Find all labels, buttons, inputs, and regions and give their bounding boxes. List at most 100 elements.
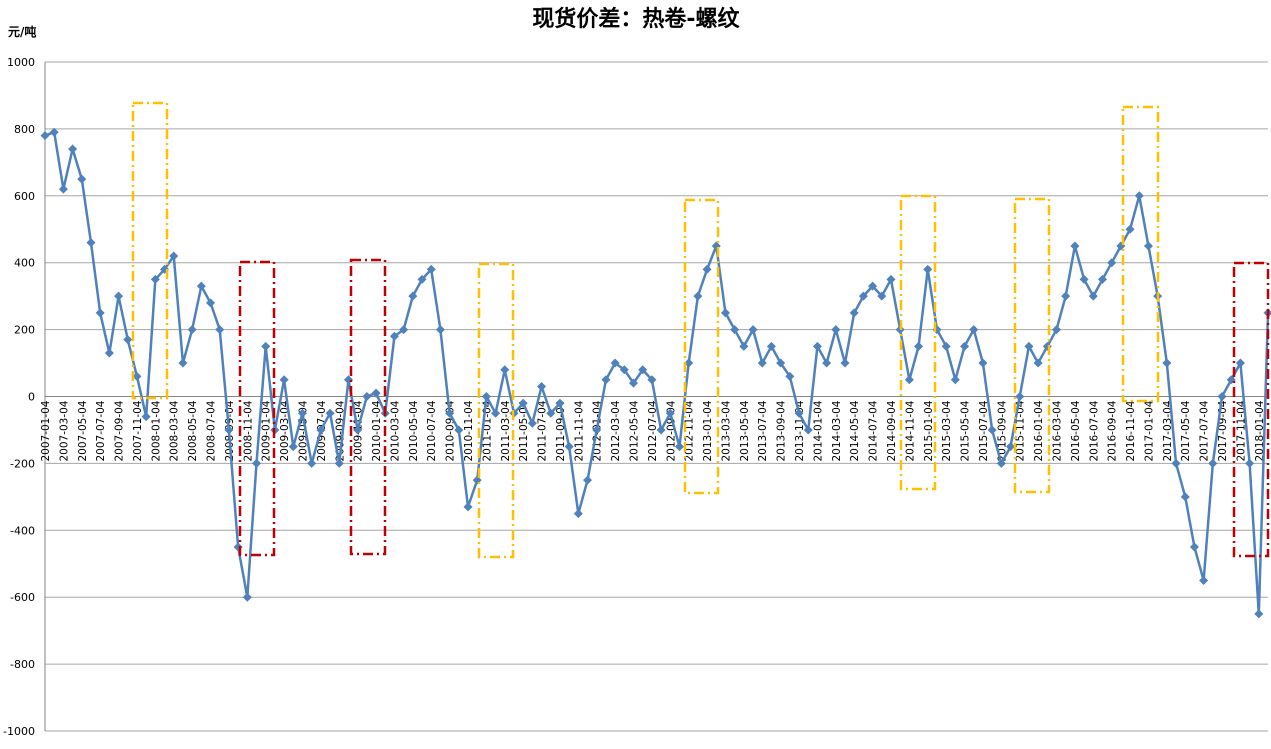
data-point — [702, 264, 712, 274]
data-point — [68, 144, 78, 154]
data-point — [187, 325, 197, 335]
y-tick-label: 600 — [14, 190, 35, 203]
x-tick-label: 2014-01-04 — [812, 400, 824, 461]
x-tick-label: 2010-11-04 — [463, 400, 475, 461]
data-point — [417, 274, 427, 284]
data-point — [978, 358, 988, 368]
highlight-box — [1121, 105, 1160, 403]
x-tick-label: 2016-03-04 — [1052, 400, 1064, 461]
x-tick-label: 2007-05-04 — [77, 400, 89, 461]
data-point — [132, 371, 142, 381]
x-tick-label: 2017-09-04 — [1217, 400, 1229, 461]
data-point — [969, 325, 979, 335]
x-tick-label: 2009-05-04 — [297, 400, 309, 461]
data-point — [1107, 258, 1117, 268]
data-point — [1079, 274, 1089, 284]
data-point — [1006, 442, 1016, 452]
data-point — [500, 365, 510, 375]
x-tick-label: 2011-09-04 — [555, 400, 567, 461]
x-tick-label: 2017-01-04 — [1143, 400, 1155, 461]
data-point — [169, 251, 179, 261]
x-tick-label: 2016-11-04 — [1125, 400, 1137, 461]
data-point — [1217, 392, 1227, 401]
data-point — [1070, 241, 1080, 251]
y-tick-label: -1000 — [3, 725, 35, 738]
plot-area: -1000 -800 -600 -400 -200 0 200 400 600 800 1000 20… — [3, 56, 1271, 738]
highlight-box — [131, 101, 169, 400]
y-tick-label: 400 — [14, 257, 35, 270]
data-point — [215, 325, 225, 335]
data-point — [1180, 492, 1190, 502]
x-tick-label: 2008-03-04 — [169, 400, 181, 461]
data-point — [233, 542, 243, 552]
x-tick-label: 2008-05-04 — [187, 400, 199, 461]
data-point — [454, 425, 464, 435]
data-point — [242, 592, 252, 602]
data-point — [224, 425, 234, 435]
data-point — [1015, 392, 1025, 401]
data-point — [665, 408, 675, 418]
data-point — [720, 308, 730, 318]
data-point — [1024, 341, 1034, 351]
data-point — [1143, 241, 1153, 251]
data-point — [711, 241, 721, 251]
data-point — [757, 358, 767, 368]
data-point — [610, 358, 620, 368]
data-point — [49, 127, 59, 137]
data-point — [95, 308, 105, 318]
data-point — [445, 408, 455, 418]
data-point — [408, 291, 418, 301]
data-point — [518, 398, 528, 408]
x-tick-label: 2014-05-04 — [849, 400, 861, 461]
data-point — [748, 325, 758, 335]
data-point — [904, 375, 914, 385]
data-point — [1245, 458, 1255, 468]
data-point — [399, 325, 409, 335]
x-tick-label: 2014-09-04 — [886, 400, 898, 461]
x-tick-label: 2015-07-04 — [978, 400, 990, 461]
highlight-box — [238, 260, 276, 557]
y-tick-label: 0 — [28, 391, 35, 404]
data-line — [44, 130, 1270, 615]
data-point — [104, 348, 114, 358]
data-point — [389, 331, 399, 341]
data-point — [914, 341, 924, 351]
data-point — [1061, 291, 1071, 301]
data-point — [941, 341, 951, 351]
x-tick-label: 2015-03-04 — [941, 400, 953, 461]
data-point — [785, 371, 795, 381]
x-tick-label: 2012-05-04 — [629, 400, 641, 461]
data-point — [923, 264, 933, 274]
data-point — [463, 502, 473, 512]
y-axis-label: 元/吨 — [8, 24, 36, 39]
data-point — [822, 358, 832, 368]
data-point — [123, 335, 133, 345]
data-point — [472, 475, 482, 485]
x-tick-label: 2010-05-04 — [408, 400, 420, 461]
x-tick-label: 2008-11-04 — [242, 400, 254, 461]
data-point — [656, 425, 666, 435]
data-point — [960, 341, 970, 351]
data-point — [1199, 575, 1209, 585]
data-point — [261, 341, 271, 351]
highlight-box — [683, 198, 720, 495]
x-tick-label: 2011-07-04 — [537, 400, 549, 461]
data-point — [371, 388, 381, 398]
y-tick-label: 800 — [14, 123, 35, 136]
x-tick-label: 2014-11-04 — [904, 400, 916, 461]
chart-title: 现货价差：热卷-螺纹 — [532, 6, 740, 32]
data-point — [868, 281, 878, 291]
data-point — [996, 458, 1006, 468]
data-point — [150, 274, 160, 284]
highlight-box — [477, 262, 515, 559]
data-point — [546, 408, 556, 418]
x-tick-label: 2007-07-04 — [95, 400, 107, 461]
data-point — [40, 131, 50, 141]
x-tick-label: 2013-03-04 — [720, 400, 732, 461]
x-tick-label: 2010-01-04 — [371, 400, 383, 461]
x-tick-label: 2016-07-04 — [1088, 400, 1100, 461]
data-point — [730, 325, 740, 335]
x-tick-label: 2009-01-04 — [261, 400, 273, 461]
x-tick-label: 2013-01-04 — [702, 400, 714, 461]
